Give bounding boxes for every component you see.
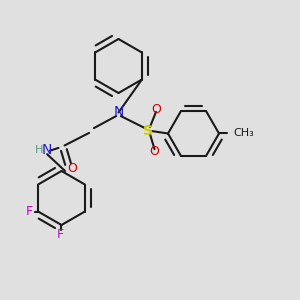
Text: O: O [67,162,77,176]
Text: F: F [56,227,64,241]
Text: F: F [26,205,33,218]
Text: H: H [35,145,44,155]
Text: O: O [150,145,159,158]
Text: N: N [42,143,52,157]
Text: S: S [143,124,154,137]
Text: CH₃: CH₃ [233,128,254,139]
Text: N: N [113,106,124,119]
Text: O: O [151,103,161,116]
